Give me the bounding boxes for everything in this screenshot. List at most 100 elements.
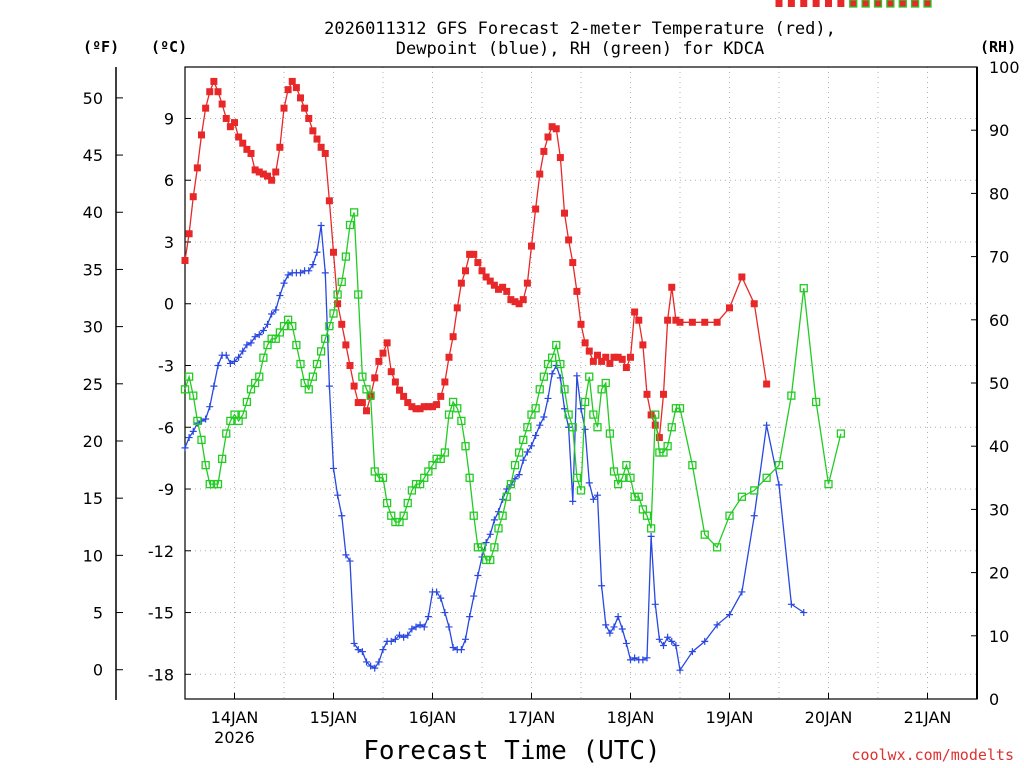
unit-rh: (RH) bbox=[980, 38, 1016, 56]
dewpoint-point bbox=[259, 327, 267, 335]
dewpoint-point bbox=[664, 633, 672, 641]
temperature-point bbox=[437, 392, 445, 400]
rh-point bbox=[440, 448, 450, 457]
temperature-point bbox=[379, 349, 387, 357]
temperature-point bbox=[544, 133, 552, 141]
dewpoint-point bbox=[375, 658, 383, 666]
temperature-point bbox=[470, 250, 478, 258]
rh-point bbox=[325, 321, 334, 331]
temperature-point bbox=[635, 316, 643, 324]
temperature-point bbox=[416, 405, 424, 413]
f-tick-label: 20 bbox=[83, 432, 103, 451]
temperature-point bbox=[292, 84, 300, 92]
temperature-point bbox=[655, 434, 663, 442]
dewpoint-point bbox=[408, 625, 416, 633]
x-tick-label: 17JAN bbox=[508, 708, 556, 727]
rh-point bbox=[321, 334, 330, 343]
credit-text: coolwx.com/modelts bbox=[851, 746, 1014, 764]
rh-point bbox=[498, 511, 507, 520]
dewpoint-point bbox=[676, 666, 684, 674]
rh-point bbox=[217, 454, 227, 463]
dewpoint-point bbox=[379, 646, 387, 654]
dewpoint-point bbox=[404, 631, 412, 639]
temperature-point bbox=[532, 205, 540, 213]
temperature-point bbox=[375, 357, 383, 365]
dewpoint-point bbox=[470, 592, 478, 600]
rh-point bbox=[453, 404, 462, 413]
rh-point bbox=[238, 410, 247, 419]
temperature-point bbox=[214, 88, 222, 96]
rh-point bbox=[354, 290, 363, 299]
rh-point bbox=[663, 442, 672, 451]
dewpoint-point bbox=[622, 639, 630, 647]
dewpoint-point bbox=[763, 421, 771, 429]
rh-point bbox=[197, 435, 206, 445]
rh-point bbox=[675, 404, 685, 413]
temperature-point bbox=[837, 0, 845, 7]
dewpoint-point bbox=[581, 425, 589, 433]
rh-point bbox=[580, 397, 590, 407]
rh-tick-label: 20 bbox=[989, 564, 1009, 583]
temperature-point bbox=[515, 300, 523, 308]
dewpoint-point bbox=[272, 306, 280, 314]
temperature-point bbox=[420, 403, 428, 411]
dewpoint-point bbox=[334, 491, 342, 499]
rh-point bbox=[444, 410, 454, 419]
temperature-point bbox=[433, 401, 441, 409]
dewpoint-point bbox=[330, 464, 337, 472]
temperature-point bbox=[404, 399, 412, 407]
dewpoint-point bbox=[544, 394, 552, 402]
rh-point bbox=[539, 372, 549, 381]
temperature-point bbox=[198, 131, 205, 139]
dewpoint-point bbox=[226, 359, 234, 367]
temperature-point bbox=[202, 104, 210, 112]
rh-point bbox=[502, 492, 511, 501]
temperature-point bbox=[825, 0, 832, 7]
temperature-point bbox=[453, 304, 461, 312]
temperature-point bbox=[185, 230, 193, 238]
rh-tick-label: 70 bbox=[989, 248, 1009, 267]
c-tick-label: -12 bbox=[148, 542, 174, 561]
temperature-point bbox=[668, 283, 676, 291]
dewpoint-point bbox=[297, 269, 304, 277]
dewpoint-point bbox=[800, 609, 808, 617]
temperature-point bbox=[272, 168, 280, 176]
temperature-point bbox=[602, 353, 610, 361]
f-tick-label: 25 bbox=[83, 375, 103, 394]
rh-tick-label: 0 bbox=[989, 690, 999, 709]
rh-tick-label: 60 bbox=[989, 311, 1009, 330]
dewpoint-point bbox=[387, 637, 395, 645]
temperature-point bbox=[408, 403, 416, 411]
c-tick-label: -18 bbox=[148, 665, 174, 684]
temperature-point bbox=[383, 339, 391, 347]
dewpoint-point bbox=[231, 357, 238, 365]
temperature-point bbox=[449, 333, 457, 341]
temperature-point bbox=[462, 267, 469, 275]
temperature-point bbox=[239, 139, 247, 147]
temperature-point bbox=[713, 318, 721, 326]
dewpoint-point bbox=[486, 530, 494, 538]
temperature-point bbox=[561, 209, 568, 217]
c-tick-label: -6 bbox=[158, 418, 174, 437]
rh-tick-label: 30 bbox=[989, 500, 1009, 519]
f-tick-label: 0 bbox=[93, 661, 103, 680]
rh-point bbox=[622, 461, 631, 470]
dewpoint-point bbox=[235, 353, 243, 361]
temperature-point bbox=[247, 149, 255, 157]
temperature-point bbox=[181, 257, 189, 265]
dewpoint-point bbox=[358, 648, 366, 656]
rh-point bbox=[366, 391, 375, 400]
temperature-point bbox=[763, 380, 771, 388]
c-tick-label: 3 bbox=[164, 233, 174, 252]
rh-point bbox=[836, 429, 846, 438]
dewpoint-point bbox=[738, 588, 746, 596]
dewpoint-point bbox=[247, 339, 255, 347]
f-tick-label: 10 bbox=[83, 546, 103, 565]
dewpoint-point bbox=[594, 491, 601, 499]
temperature-point bbox=[631, 308, 639, 316]
dewpoint-point bbox=[627, 656, 634, 664]
temperature-point bbox=[251, 166, 259, 174]
temperature-point bbox=[474, 259, 482, 267]
temperature-point bbox=[577, 320, 585, 328]
